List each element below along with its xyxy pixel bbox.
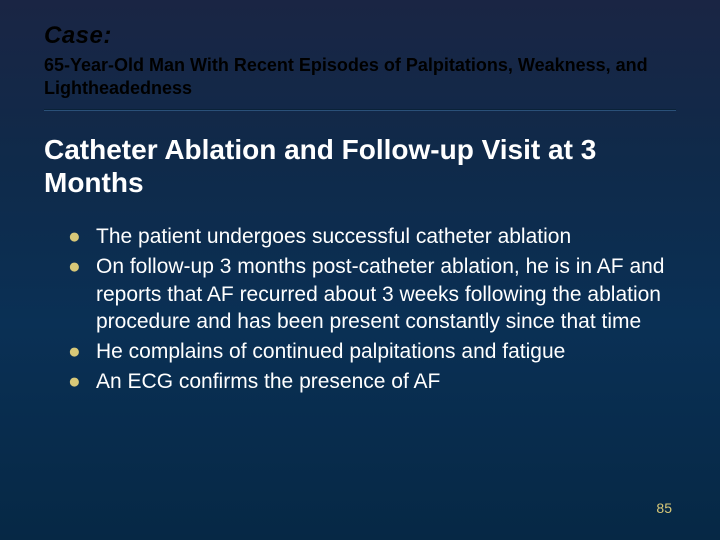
slide-title: Catheter Ablation and Follow-up Visit at… — [44, 133, 676, 199]
header-divider — [44, 109, 676, 111]
list-item: He complains of continued palpitations a… — [96, 338, 676, 366]
list-item: The patient undergoes successful cathete… — [96, 223, 676, 251]
slide: Case: 65-Year-Old Man With Recent Episod… — [0, 0, 720, 540]
page-number: 85 — [656, 500, 672, 516]
bullet-list: The patient undergoes successful cathete… — [44, 223, 676, 395]
case-label: Case: — [44, 22, 676, 50]
case-subtitle: 65-Year-Old Man With Recent Episodes of … — [44, 54, 676, 99]
list-item: On follow-up 3 months post-catheter abla… — [96, 253, 676, 336]
list-item: An ECG confirms the presence of AF — [96, 368, 676, 396]
